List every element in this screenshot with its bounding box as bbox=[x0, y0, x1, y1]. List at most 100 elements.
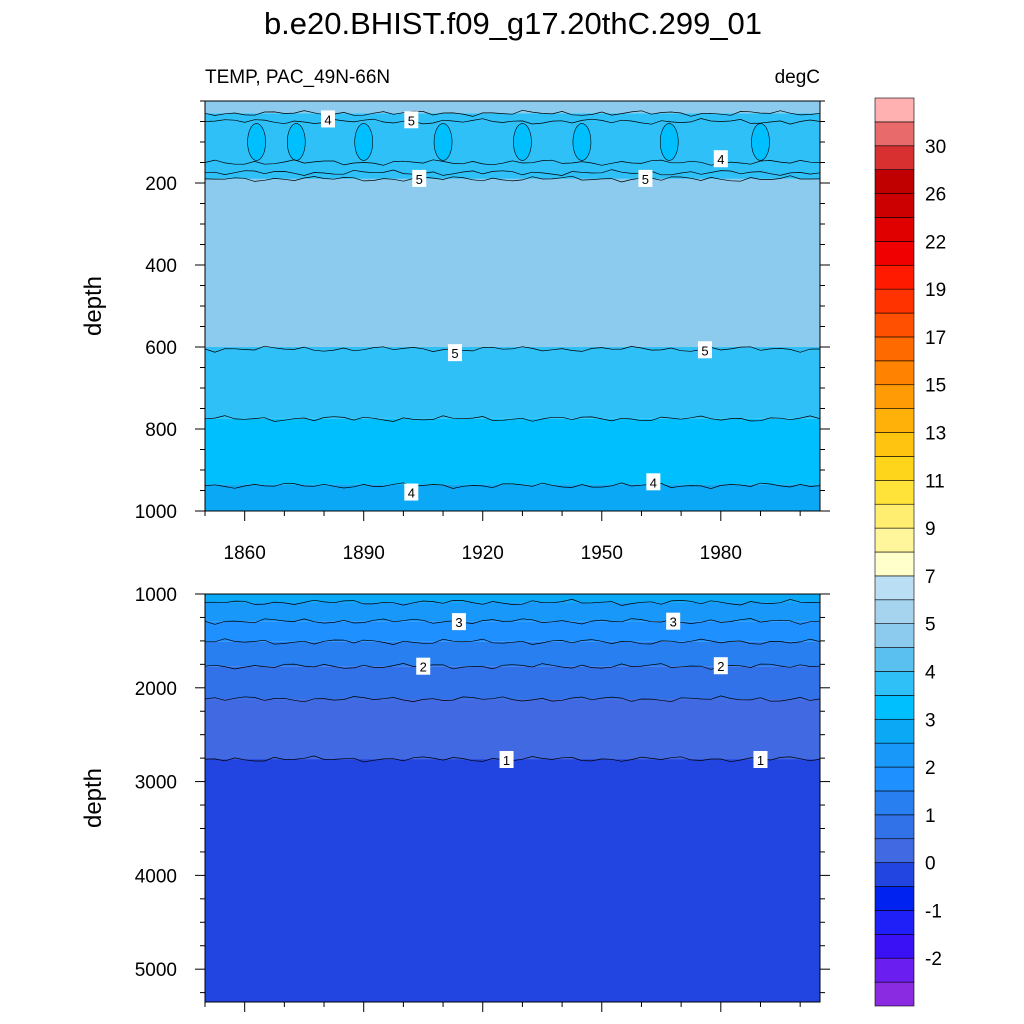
colorbar-label-2: 22 bbox=[925, 232, 946, 253]
y-tick-label-4: 1000 bbox=[135, 502, 177, 523]
svg-text:5: 5 bbox=[408, 113, 415, 128]
svg-text:4: 4 bbox=[717, 152, 724, 167]
cold-core-2 bbox=[354, 123, 374, 161]
y-axis-label: depth bbox=[80, 276, 107, 336]
fill-band-4 bbox=[205, 418, 820, 485]
contour-line-0 bbox=[205, 598, 820, 606]
colorbar-box-22 bbox=[874, 456, 915, 481]
svg-text:5: 5 bbox=[416, 172, 423, 187]
contour-line-4 bbox=[205, 695, 820, 703]
colorbar-box-28 bbox=[874, 312, 915, 338]
colorbar-box-37 bbox=[874, 97, 915, 123]
colorbar-box-35 bbox=[874, 145, 915, 170]
fill-band-5 bbox=[205, 699, 820, 760]
colorbar-label-8: 9 bbox=[925, 519, 936, 540]
colorbar-box-36 bbox=[874, 121, 915, 147]
colorbar-box-23 bbox=[874, 432, 915, 457]
cold-core-6 bbox=[659, 123, 679, 161]
contour-line-1 bbox=[205, 618, 820, 625]
colorbar-label-15: 0 bbox=[925, 854, 936, 875]
y-axis-label: depth bbox=[80, 768, 107, 828]
colorbar-label-4: 17 bbox=[925, 328, 946, 349]
colorbar-box-32 bbox=[874, 217, 915, 242]
colorbar-box-30 bbox=[874, 264, 915, 290]
colorbar-label-12: 3 bbox=[925, 710, 936, 731]
contour-label-1: 3 bbox=[666, 612, 681, 630]
cold-core-0 bbox=[247, 123, 266, 161]
colorbar-box-19 bbox=[874, 527, 915, 553]
contour-label-2: 2 bbox=[416, 657, 431, 675]
colorbar-label-0: 30 bbox=[925, 137, 946, 158]
svg-text:2: 2 bbox=[420, 660, 427, 675]
fill-band-6 bbox=[205, 759, 820, 1002]
colorbar-box-29 bbox=[874, 288, 915, 314]
colorbar-label-6: 13 bbox=[925, 424, 946, 445]
colorbar-label-5: 15 bbox=[925, 376, 946, 397]
colorbar-box-10 bbox=[874, 742, 915, 768]
contour-label-1: 5 bbox=[404, 111, 419, 129]
contour-label-5: 5 bbox=[447, 344, 462, 362]
colorbar-box-7 bbox=[874, 814, 915, 840]
colorbar-box-34 bbox=[874, 169, 915, 194]
cold-core-1 bbox=[286, 123, 306, 161]
fill-band-0 bbox=[205, 101, 820, 114]
contour-label-0: 3 bbox=[451, 613, 466, 631]
fill-band-2 bbox=[205, 178, 820, 347]
y-tick-label-1: 400 bbox=[145, 256, 177, 277]
colorbar-label-10: 5 bbox=[925, 615, 936, 636]
colorbar-box-0 bbox=[874, 981, 915, 1007]
y-tick-label-3: 800 bbox=[145, 420, 177, 441]
contour-line-5 bbox=[205, 345, 820, 353]
contour-label-3: 2 bbox=[713, 657, 728, 675]
svg-text:4: 4 bbox=[650, 475, 657, 490]
x-tick-label-2: 1920 bbox=[462, 543, 504, 564]
colorbar-box-3 bbox=[874, 910, 915, 935]
fill-band-0 bbox=[205, 594, 820, 603]
svg-text:2: 2 bbox=[717, 659, 724, 674]
colorbar-box-17 bbox=[874, 575, 915, 601]
contour-line-6 bbox=[205, 415, 820, 422]
svg-text:3: 3 bbox=[455, 615, 462, 630]
colorbar-box-12 bbox=[874, 695, 915, 720]
lower-panel: 3 3 2 2 1 1 1000 2000 3000 4000 5000 depth bbox=[80, 585, 830, 1012]
colorbar-box-25 bbox=[874, 384, 915, 409]
colorbar-box-13 bbox=[874, 671, 915, 696]
subtitle-left: TEMP, PAC_49N-66N bbox=[205, 67, 390, 88]
colorbar-box-9 bbox=[874, 766, 915, 792]
contour-label-2: 5 bbox=[412, 169, 427, 187]
svg-text:3: 3 bbox=[670, 615, 677, 630]
fill-band-1 bbox=[205, 113, 820, 179]
colorbar-box-6 bbox=[874, 838, 915, 863]
fill-band-1 bbox=[205, 602, 820, 622]
colorbar-box-33 bbox=[874, 193, 915, 218]
contour-label-8: 4 bbox=[646, 473, 661, 491]
contour-label-0: 4 bbox=[321, 110, 335, 128]
colorbar-label-13: 2 bbox=[925, 758, 936, 779]
contour-line-1 bbox=[205, 118, 820, 125]
colorbar-box-16 bbox=[874, 599, 915, 624]
colorbar-box-26 bbox=[874, 360, 915, 386]
cold-core-5 bbox=[572, 123, 592, 161]
svg-text:1: 1 bbox=[503, 753, 510, 768]
contour-line-7 bbox=[205, 482, 820, 489]
colorbar-box-24 bbox=[874, 408, 915, 433]
contour-line-0 bbox=[205, 109, 820, 117]
upper-panel: 4 5 5 5 4 5 5 4 4 200 400 600 800 1000 1860 1890 1920 195… bbox=[80, 100, 830, 564]
colorbar-box-31 bbox=[874, 241, 915, 266]
x-tick-label-4: 1980 bbox=[700, 543, 742, 564]
contour-label-3: 5 bbox=[638, 169, 653, 187]
contour-label-5: 1 bbox=[753, 751, 768, 769]
contour-line-4 bbox=[205, 175, 820, 183]
colorbar-box-11 bbox=[874, 718, 915, 744]
x-tick-label-3: 1950 bbox=[581, 543, 623, 564]
x-tick-label-0: 1860 bbox=[224, 543, 266, 564]
colorbar-label-14: 1 bbox=[925, 806, 936, 827]
panel-frame bbox=[204, 593, 821, 1003]
y-tick-label-0: 200 bbox=[145, 174, 177, 195]
colorbar-box-1 bbox=[874, 957, 915, 983]
cold-core-3 bbox=[433, 123, 453, 161]
colorbar-box-27 bbox=[874, 336, 915, 362]
contour-line-2 bbox=[205, 638, 820, 645]
contour-line-3 bbox=[205, 169, 820, 176]
